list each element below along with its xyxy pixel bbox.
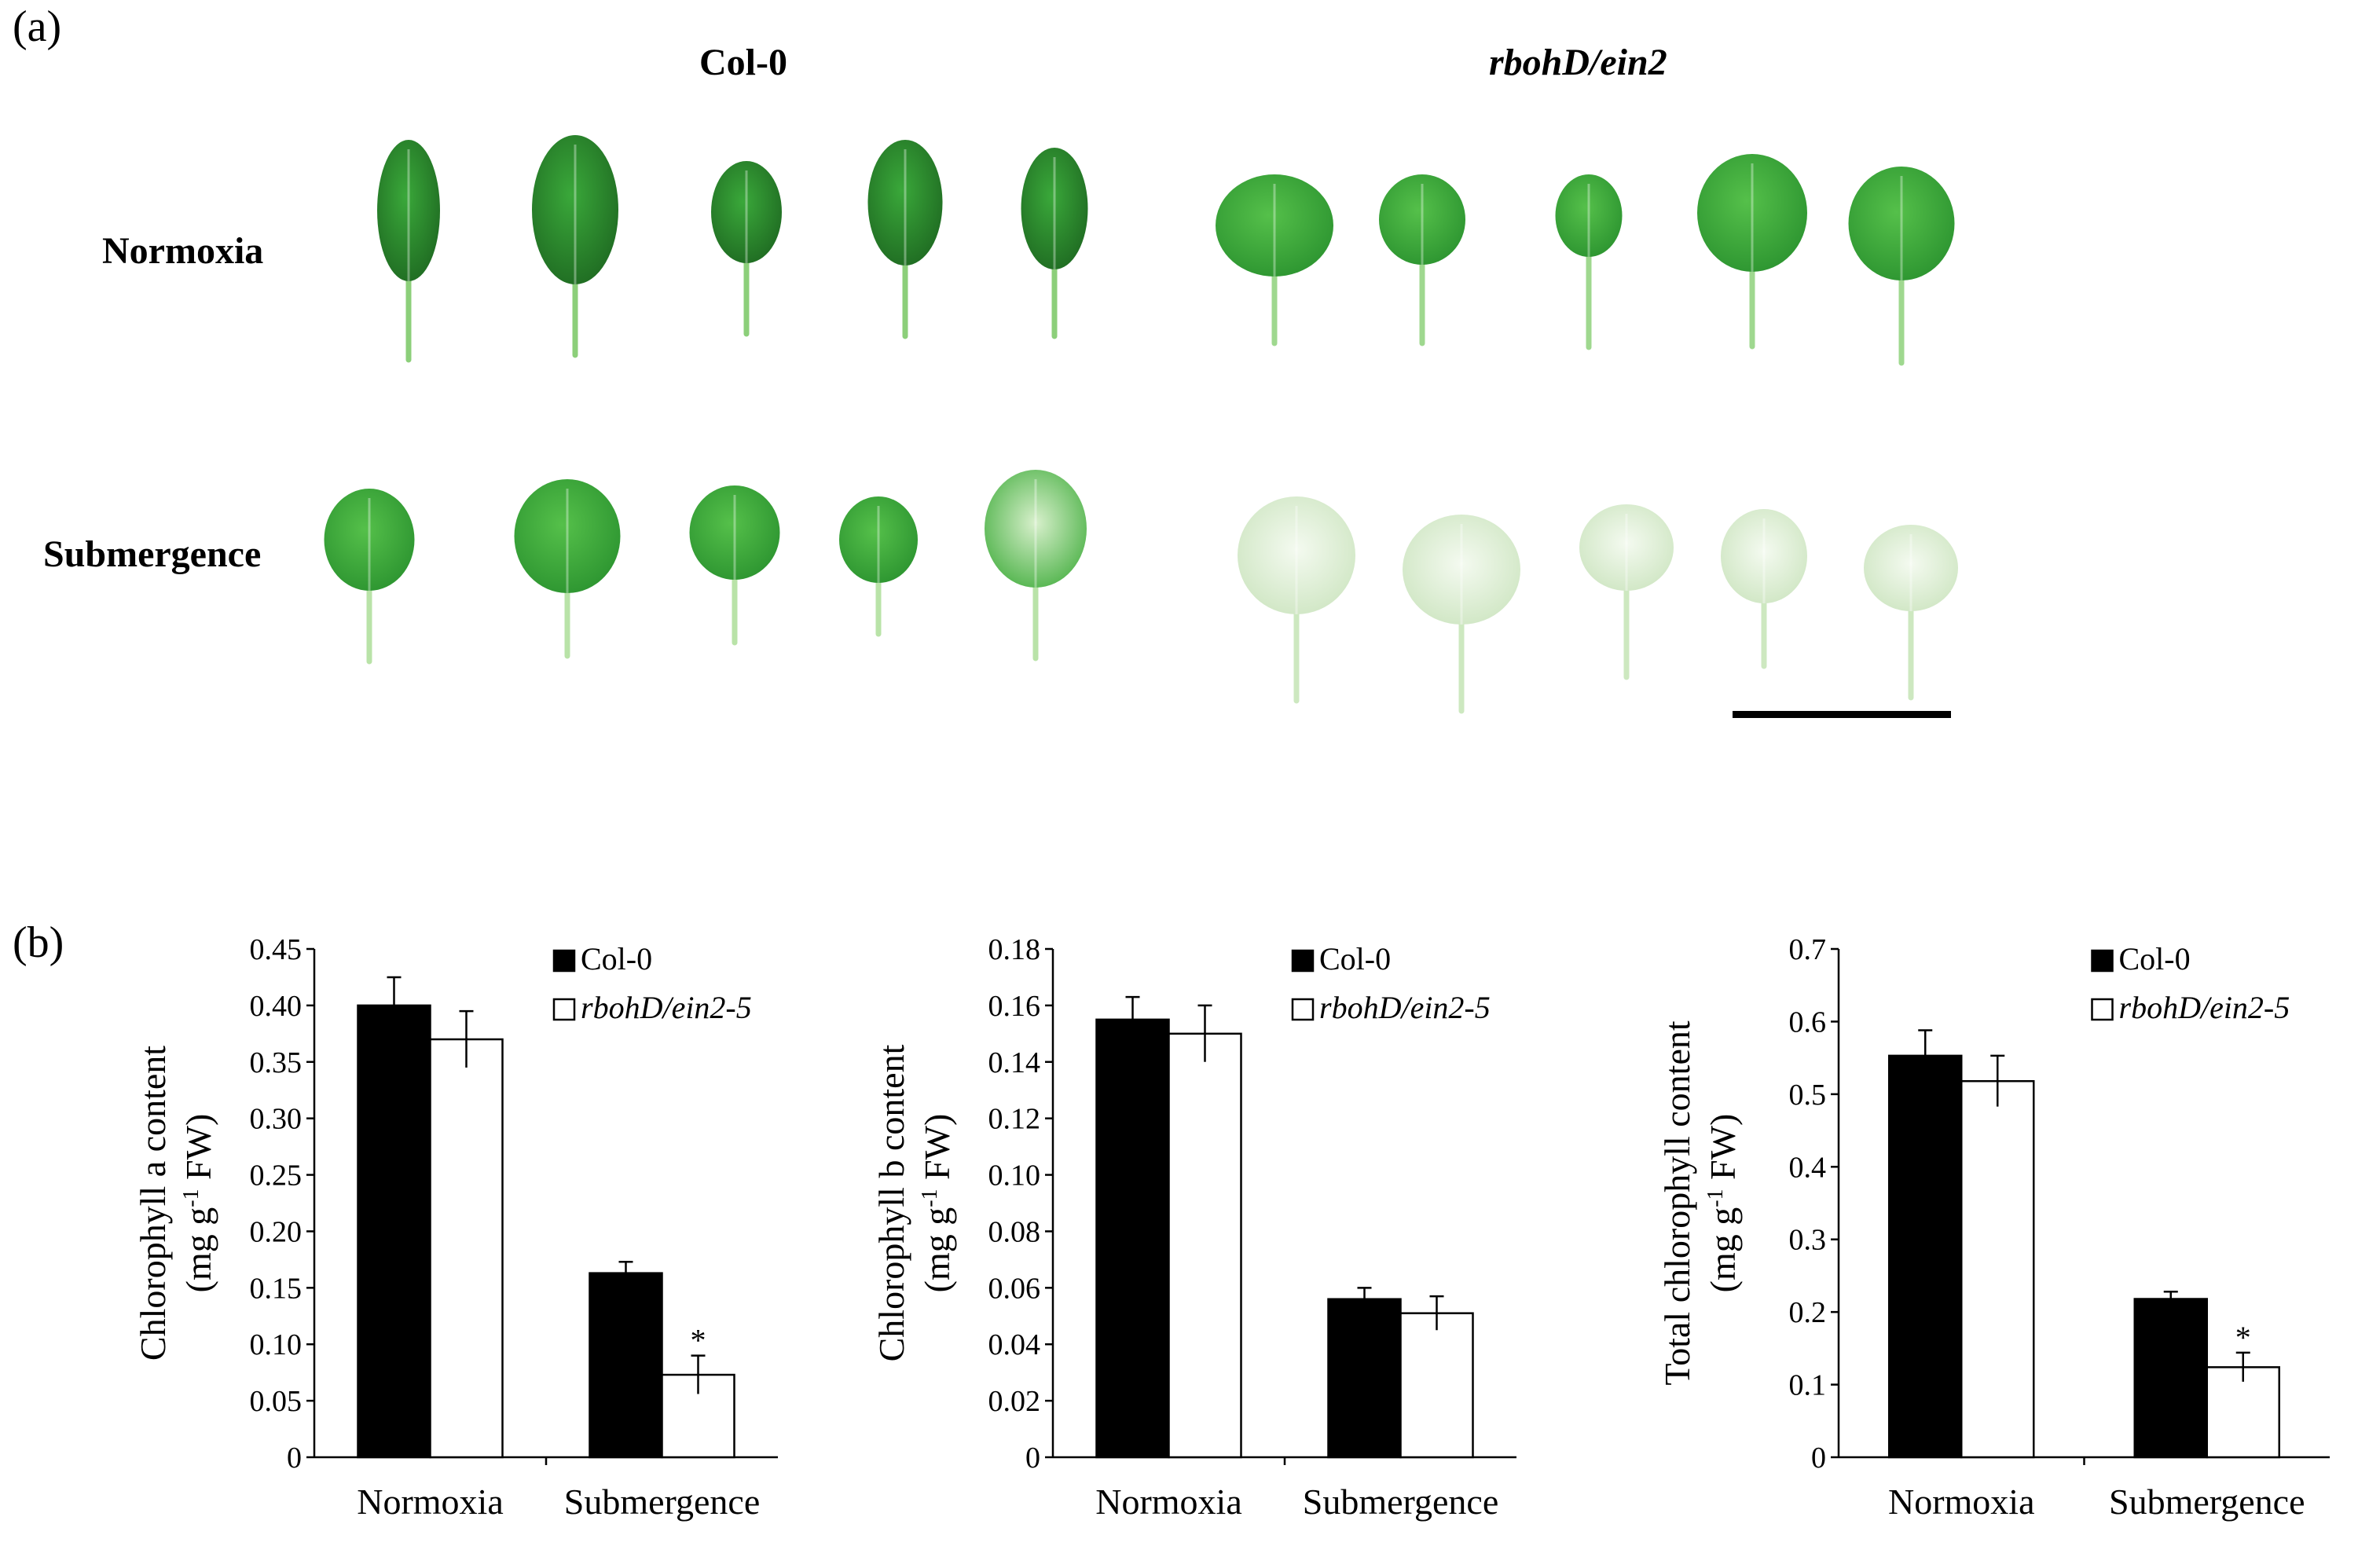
y-axis-label: Chlorophyll a content (mg g-1 FW)	[133, 1046, 218, 1361]
leaf-submergence-rbohd	[1579, 504, 1674, 680]
leaf-submergence-col0	[324, 489, 415, 665]
y-axis-label: Chlorophyll b content (mg g-1 FW)	[871, 1044, 957, 1361]
bar	[1168, 1032, 1242, 1459]
y-tick-label: 0.14	[988, 1046, 1041, 1079]
x-tick-label: Normoxia	[1888, 1482, 2035, 1522]
leaf-submergence-rbohd	[1864, 525, 1958, 701]
y-tick-label: 0.7	[1789, 933, 1827, 966]
y-tick-label: 0.3	[1789, 1224, 1827, 1257]
chlorophyll-b-chart: Chlorophyll b content (mg g-1 FW) 0 0.02 0.0…	[871, 933, 1516, 1522]
chlorophyll-a-chart: Chlorophyll a content (mg g-1 FW) 0 0.05 0.1…	[133, 933, 778, 1522]
x-tick-label: Normoxia	[1095, 1482, 1242, 1522]
leaf-submergence-col0	[689, 485, 780, 646]
legend-label: Col-0	[2119, 941, 2191, 976]
leaf-normoxia-col0	[867, 140, 943, 339]
y-tick-label: 0.4	[1789, 1151, 1827, 1184]
y-axis-label: Total chlorophyll content (mg g-1 FW)	[1657, 1020, 1743, 1386]
legend-swatch	[1291, 998, 1315, 1021]
bar	[357, 1004, 431, 1459]
y-tick-label: 0.5	[1789, 1079, 1827, 1112]
leaf-normoxia-rbohd	[1216, 174, 1333, 346]
y-tick-label: 0.40	[250, 990, 303, 1023]
leaf-normoxia-rbohd	[1379, 174, 1465, 346]
leaf-submergence-col0	[985, 470, 1087, 661]
y-tick-label: 0.2	[1789, 1296, 1827, 1329]
leaf-submergence-col0	[839, 496, 918, 637]
legend-swatch	[552, 949, 576, 973]
significance-asterisk: *	[691, 1323, 706, 1358]
y-tick-label: 0.25	[250, 1160, 303, 1192]
y-tick-label: 0.45	[250, 933, 303, 966]
bar	[1960, 1079, 2035, 1459]
leaf-submergence-rbohd	[1238, 496, 1355, 704]
x-tick-label: Submergence	[2109, 1482, 2305, 1522]
bar	[1399, 1312, 1474, 1459]
panel-b-label: (b)	[13, 918, 64, 967]
y-tick-label: 0.08	[988, 1215, 1041, 1248]
y-tick-label: 0.20	[250, 1215, 303, 1248]
y-tick-label: 0	[1025, 1442, 1040, 1475]
y-tick-label: 0.05	[250, 1385, 303, 1418]
leaf-normoxia-col0	[1021, 148, 1088, 339]
legend-label: rbohD/ein2-5	[581, 990, 752, 1025]
panel-a-label: (a)	[13, 2, 62, 51]
leaf-submergence-rbohd	[1403, 515, 1520, 714]
y-tick-label: 0.04	[988, 1328, 1041, 1361]
genotype-title-col0: Col-0	[699, 42, 787, 83]
leaf-submergence-rbohd	[1721, 509, 1807, 669]
legend-label: Col-0	[581, 941, 652, 976]
bar	[1327, 1298, 1402, 1459]
x-tick-label: Submergence	[564, 1482, 761, 1522]
bar	[1888, 1054, 1963, 1459]
leaf-normoxia-rbohd	[1848, 167, 1955, 366]
x-tick-label: Normoxia	[357, 1482, 504, 1522]
y-tick-label: 0.06	[988, 1272, 1041, 1305]
y-tick-label: 0.16	[988, 990, 1041, 1023]
leaf-normoxia-col0	[377, 140, 440, 363]
leaf-normoxia-rbohd	[1555, 174, 1623, 350]
bar	[2133, 1298, 2208, 1459]
leaf-submergence-col0	[514, 479, 621, 659]
y-tick-label: 0.15	[250, 1272, 303, 1305]
bar	[429, 1038, 504, 1459]
x-tick-label: Submergence	[1303, 1482, 1499, 1522]
y-tick-label: 0.02	[988, 1385, 1041, 1418]
leaf-photograph	[324, 135, 1958, 718]
y-tick-label: 0.30	[250, 1103, 303, 1136]
bar	[589, 1272, 663, 1459]
y-tick-label: 0.18	[988, 933, 1041, 966]
scale-bar	[1733, 711, 1951, 718]
row-label-submergence: Submergence	[43, 533, 262, 575]
legend-swatch	[2091, 949, 2114, 973]
genotype-title-rbohd-ein2: rbohD/ein2	[1489, 42, 1667, 83]
leaf-normoxia-col0	[711, 161, 782, 337]
y-tick-label: 0.1	[1789, 1369, 1827, 1402]
legend-swatch	[552, 998, 576, 1021]
bar	[2206, 1366, 2280, 1459]
legend-label: rbohD/ein2-5	[1319, 990, 1491, 1025]
y-tick-label: 0.10	[988, 1160, 1041, 1192]
y-tick-label: 0	[287, 1442, 302, 1475]
significance-asterisk: *	[2235, 1320, 2251, 1355]
bar	[1095, 1018, 1170, 1459]
y-tick-label: 0.6	[1789, 1006, 1827, 1039]
row-label-normoxia: Normoxia	[102, 230, 264, 272]
legend-swatch	[1291, 949, 1315, 973]
y-tick-label: 0.10	[250, 1328, 303, 1361]
legend-swatch	[2091, 998, 2114, 1021]
y-tick-label: 0.35	[250, 1046, 303, 1079]
y-tick-label: 0	[1811, 1442, 1826, 1475]
total-chlorophyll-chart: Total chlorophyll content (mg g-1 FW) 0 0.1…	[1657, 933, 2330, 1522]
y-tick-label: 0.12	[988, 1103, 1041, 1136]
leaf-normoxia-col0	[532, 135, 618, 358]
legend-label: Col-0	[1319, 941, 1391, 976]
leaf-normoxia-rbohd	[1697, 154, 1807, 350]
legend-label: rbohD/ein2-5	[2119, 990, 2290, 1025]
